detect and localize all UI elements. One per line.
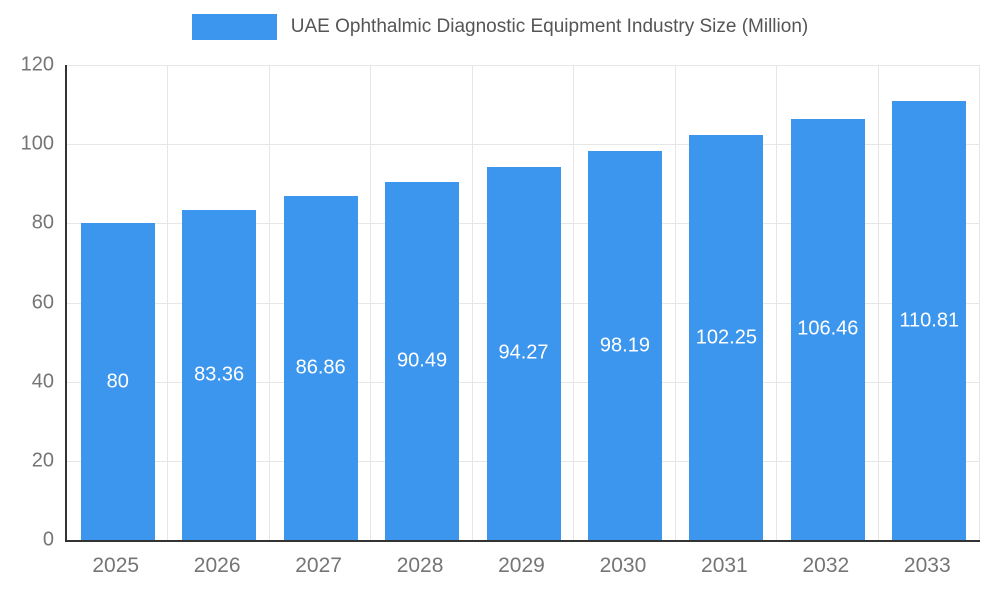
plot-area: 80 83.36 86.86 90.49 94.27 98.19 102.25 106.46 1… (65, 65, 980, 542)
x-axis-label: 2033 (903, 554, 951, 577)
gridline-vertical (167, 65, 169, 540)
bar-2026: 83.36 (182, 210, 257, 540)
x-axis-label: 2027 (295, 554, 342, 577)
bar-value-label: 110.81 (899, 309, 960, 332)
gridline-horizontal (67, 65, 980, 66)
bar-2031: 102.25 (689, 135, 764, 540)
gridline-vertical (268, 65, 270, 540)
gridline-vertical (370, 65, 372, 540)
y-axis-tick-label: 80 (31, 211, 54, 234)
bar-2025: 80 (80, 223, 155, 540)
y-axis-tick-label: 0 (42, 528, 54, 551)
x-axis-label: 2026 (193, 554, 241, 577)
bar-value-label: 83.36 (194, 363, 245, 386)
bar-2032: 106.46 (790, 118, 865, 540)
bar-value-label: 98.19 (599, 334, 650, 357)
chart-legend: UAE Ophthalmic Diagnostic Equipment Indu… (0, 14, 1000, 40)
x-axis-label: 2030 (599, 554, 647, 577)
y-axis-tick-label: 100 (20, 132, 54, 155)
x-axis-label: 2028 (396, 554, 444, 577)
gridline-vertical (979, 65, 980, 540)
gridline-vertical (674, 65, 676, 540)
bar-value-label: 106.46 (797, 317, 859, 340)
bar-value-label: 80 (106, 370, 129, 393)
bar-value-label: 86.86 (295, 356, 346, 379)
y-axis-tick-label: 120 (20, 53, 54, 76)
x-axis-label: 2029 (498, 554, 545, 577)
gridline-vertical (877, 65, 879, 540)
gridline-vertical (471, 65, 473, 540)
x-axis-label: 2032 (802, 554, 850, 577)
gridline-vertical (573, 65, 575, 540)
bar-2027: 86.86 (283, 196, 358, 540)
bar-value-label: 102.25 (695, 326, 757, 349)
y-axis-tick-label: 40 (31, 370, 54, 393)
x-axis-label: 2025 (92, 554, 140, 577)
chart-title: UAE Ophthalmic Diagnostic Equipment Indu… (290, 16, 809, 37)
bar-2028: 90.49 (385, 181, 460, 540)
bar-value-label: 94.27 (498, 341, 549, 364)
gridline-vertical (776, 65, 778, 540)
x-axis-label: 2031 (701, 554, 748, 577)
legend-swatch (191, 14, 277, 40)
y-axis-tick-label: 60 (31, 291, 54, 313)
bar-2033: 110.81 (892, 101, 967, 540)
bar-2030: 98.19 (587, 151, 662, 540)
bar-value-label: 90.49 (397, 349, 448, 372)
bar-2029: 94.27 (486, 166, 561, 540)
gridline-horizontal (67, 144, 980, 146)
y-axis-tick-label: 20 (31, 449, 54, 472)
